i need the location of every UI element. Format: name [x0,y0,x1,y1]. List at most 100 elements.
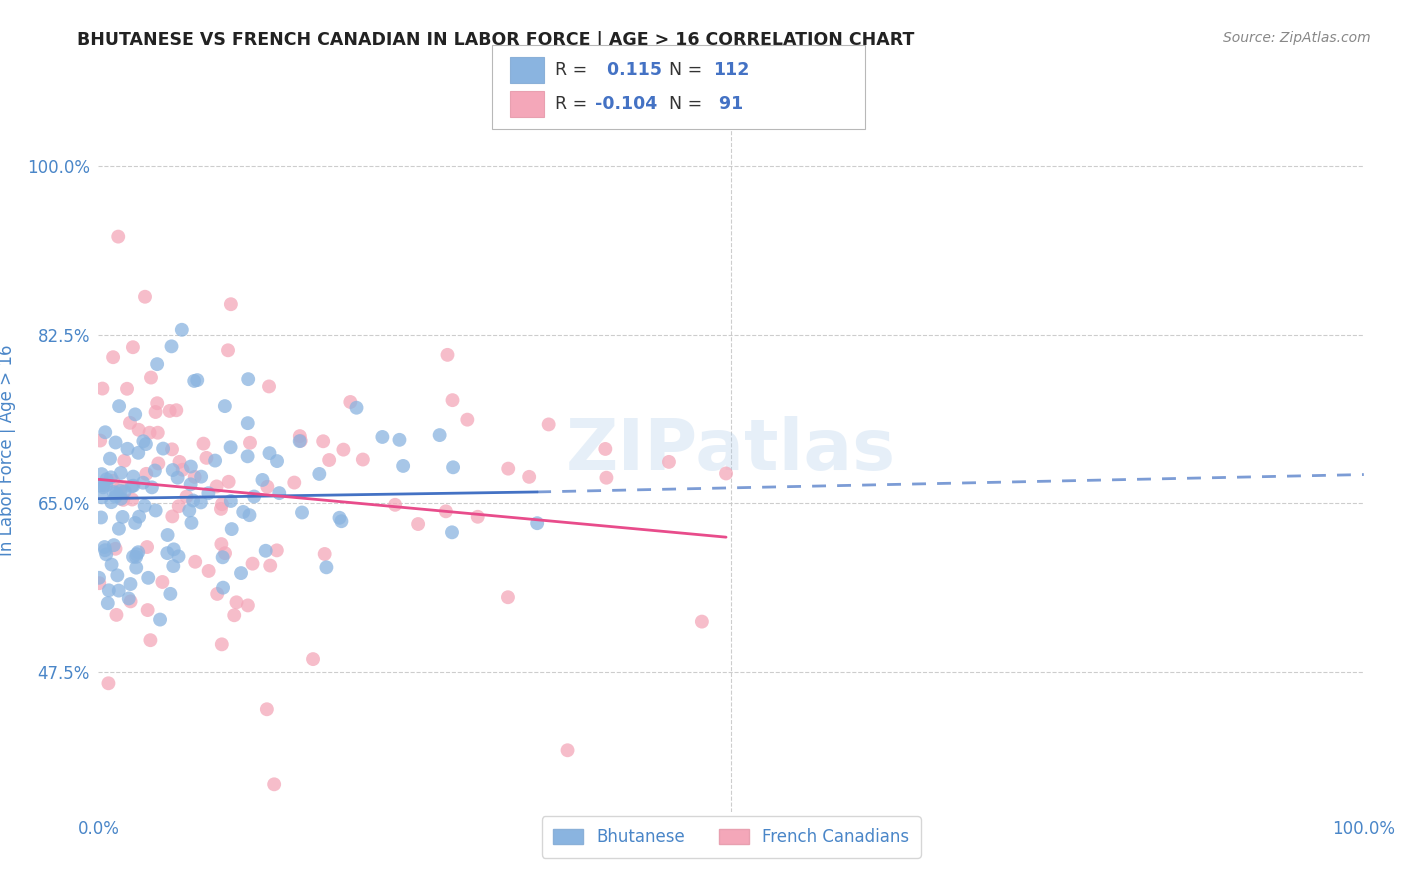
Point [148,457,170,471]
Point [225,595,247,609]
Point [219,297,242,311]
Point [434,504,457,518]
Point [339,395,361,409]
Point [218,475,240,489]
Point [105,568,128,582]
Point [139,370,162,384]
Point [180,516,202,530]
Point [159,404,181,418]
Point [149,613,172,627]
Point [160,442,183,457]
Legend: Bhutanese, French Canadians: Bhutanese, French Canadians [541,816,921,857]
Point [145,405,167,419]
Point [162,509,184,524]
Point [145,503,167,517]
Point [122,340,145,354]
Point [90,467,112,482]
Point [128,423,150,437]
Text: N =: N = [658,95,707,113]
Point [214,546,236,560]
Point [103,485,125,500]
Point [440,525,463,540]
Text: -0.104: -0.104 [595,95,657,113]
Point [388,433,411,447]
Point [136,571,159,585]
Point [190,469,212,483]
Point [114,484,136,499]
Point [120,594,142,608]
Point [180,459,202,474]
Point [124,408,146,422]
Point [163,542,186,557]
Point [186,373,208,387]
Point [124,516,146,530]
Point [160,339,183,353]
Point [496,461,519,475]
Point [211,637,233,651]
Point [125,547,148,561]
Point [217,343,239,358]
Point [115,382,138,396]
Point [101,474,124,488]
Point [93,540,115,554]
Text: 91: 91 [713,95,744,113]
Point [172,463,194,477]
Text: R =: R = [555,95,593,113]
Point [406,516,429,531]
Point [352,452,374,467]
Point [219,494,242,508]
Point [143,463,166,477]
Point [214,399,236,413]
Point [467,509,489,524]
Point [236,450,259,464]
Point [595,471,617,485]
Point [537,417,560,432]
Point [170,323,193,337]
Point [132,475,155,490]
Point [96,472,118,486]
Point [134,499,156,513]
Point [89,434,111,448]
Point [141,480,163,494]
Point [107,229,129,244]
Point [229,566,252,580]
Point [259,558,281,573]
Point [134,290,156,304]
Point [436,348,458,362]
Point [242,557,264,571]
Point [392,458,415,473]
Point [127,446,149,460]
Text: N =: N = [658,61,707,78]
Text: Source: ZipAtlas.com: Source: ZipAtlas.com [1223,31,1371,45]
Point [209,501,232,516]
Point [219,440,242,454]
Point [197,564,219,578]
Point [125,549,148,564]
Point [266,543,288,558]
Point [152,442,174,456]
Point [156,528,179,542]
Point [94,543,117,558]
Point [212,581,235,595]
Point [224,608,246,623]
Point [332,442,354,457]
Point [256,702,278,716]
Point [211,497,233,511]
Point [122,549,145,564]
Point [254,543,277,558]
Text: 112: 112 [713,61,749,78]
Point [169,455,191,469]
Point [441,393,464,408]
Point [96,478,118,492]
Point [236,416,259,430]
Point [179,503,201,517]
Point [526,516,548,531]
Point [91,382,114,396]
Point [595,442,617,456]
Point [166,471,188,485]
Point [557,743,579,757]
Point [456,412,478,426]
Point [91,480,114,494]
Point [290,434,312,448]
Point [221,522,243,536]
